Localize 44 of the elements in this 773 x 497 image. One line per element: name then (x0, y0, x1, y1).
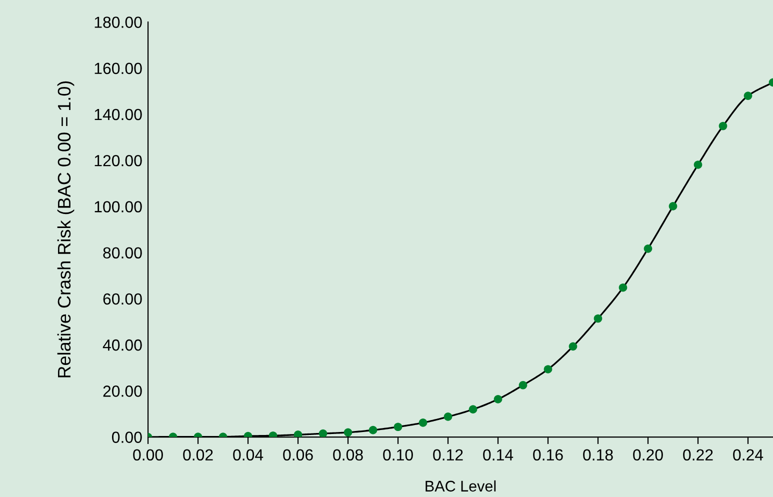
x-tick-label: 0.08 (333, 449, 363, 461)
y-tick-label: 120.00 (94, 154, 142, 166)
point (618, 283, 628, 292)
point (694, 160, 702, 169)
x-tick-label: 0.22 (683, 449, 713, 461)
x-tick-label: 0.04 (233, 449, 264, 461)
point (668, 202, 678, 210)
x-tick-label: 0.14 (483, 449, 514, 461)
point (518, 380, 528, 390)
x-tick-label: 0.20 (633, 449, 663, 461)
point (494, 395, 502, 404)
point (568, 342, 578, 351)
x-tick-label: 0.06 (283, 449, 313, 461)
y-tick-label: 100.00 (94, 201, 142, 212)
x-tick-label: 0.18 (583, 449, 613, 461)
point (394, 422, 402, 432)
y-tick-label: 40.00 (102, 339, 142, 351)
x-axis-title: BAC Level (426, 480, 496, 492)
y-tick-label: 80.00 (103, 247, 142, 259)
x-tick-label: 0.12 (433, 449, 463, 461)
point (744, 92, 752, 100)
y-tick-label: 60.00 (103, 293, 142, 305)
y-tick-label: 180.00 (94, 16, 142, 28)
x-tick-label: 0.02 (183, 449, 213, 461)
x-tick-label: 0.10 (383, 449, 413, 461)
x-tick-label: 0.24 (733, 449, 764, 461)
point (718, 122, 728, 130)
y-tick-label: 20.00 (103, 386, 142, 397)
y-tick-label: 160.00 (94, 62, 142, 74)
point (294, 430, 302, 438)
point (444, 412, 452, 421)
y-tick-label: 0.00 (112, 432, 142, 443)
point (468, 405, 478, 414)
point (544, 365, 552, 374)
point (344, 428, 352, 437)
y-axis-title: Relative Crash Risk (BAC 0.00 = 1.0) (57, 81, 74, 378)
x-tick-label: 0.16 (533, 449, 563, 461)
point (368, 426, 378, 434)
point (644, 244, 652, 253)
x-tick-label: 0.00 (133, 449, 163, 461)
point (594, 314, 602, 323)
point (318, 429, 328, 438)
y-tick-label: 140.00 (94, 108, 142, 120)
point (418, 418, 428, 427)
